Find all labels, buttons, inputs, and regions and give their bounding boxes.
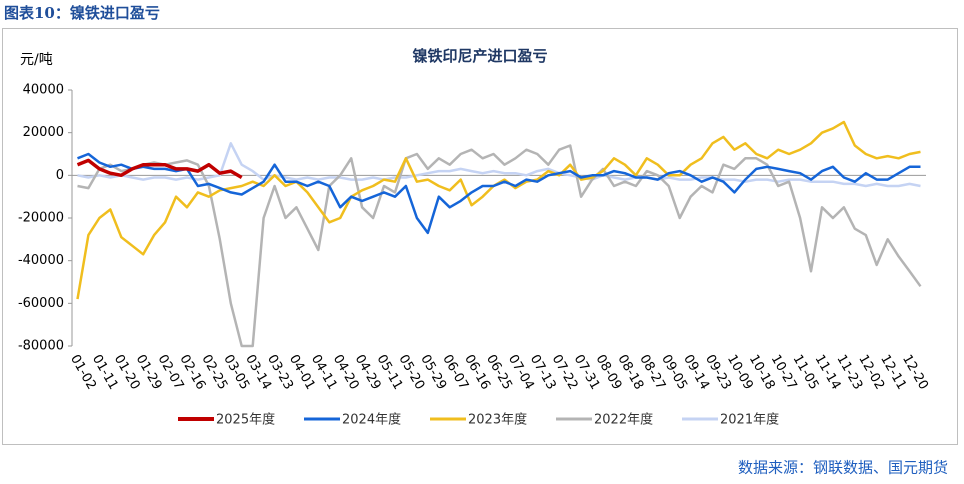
legend-label: 2021年度 bbox=[720, 412, 779, 428]
y-tick-label: 40000 bbox=[23, 83, 64, 98]
y-tick-label: 0 bbox=[56, 168, 64, 183]
series-line bbox=[77, 144, 922, 348]
y-tick-label: -60000 bbox=[18, 296, 64, 311]
source-note: 数据来源：钢联数据、国元期货 bbox=[738, 459, 948, 477]
series-line bbox=[77, 142, 921, 188]
legend-label: 2025年度 bbox=[216, 412, 275, 428]
chart-frame bbox=[2, 28, 958, 445]
series-line bbox=[77, 152, 921, 235]
y-axis-label: 元/吨 bbox=[20, 52, 53, 68]
series-line bbox=[76, 158, 243, 180]
y-tick-label: -20000 bbox=[18, 211, 64, 226]
legend-label: 2023年度 bbox=[468, 412, 527, 428]
y-tick-label: -80000 bbox=[18, 339, 64, 354]
series-line bbox=[76, 120, 921, 300]
legend-label: 2024年度 bbox=[342, 412, 401, 428]
chart-title: 镍铁印尼产进口盈亏 bbox=[412, 47, 547, 65]
y-tick-label: -40000 bbox=[18, 253, 64, 268]
y-tick-label: 20000 bbox=[23, 125, 64, 140]
figure-caption: 图表10：镍铁进口盈亏 bbox=[4, 4, 160, 22]
legend-label: 2022年度 bbox=[594, 412, 653, 428]
